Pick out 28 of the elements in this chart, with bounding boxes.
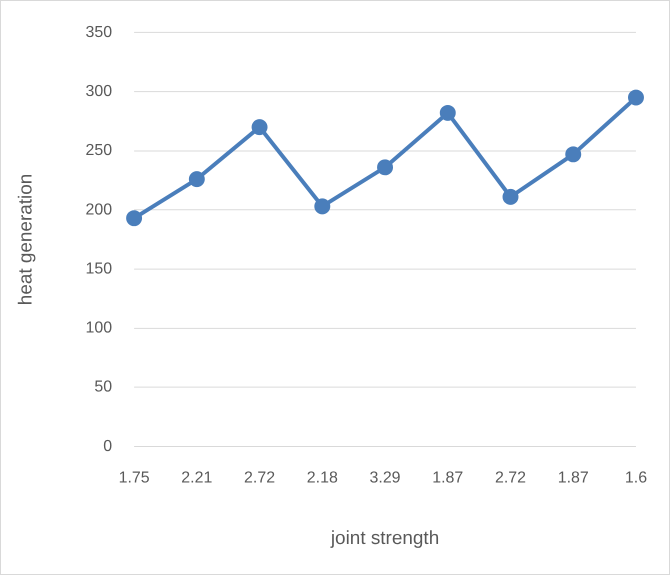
y-tick-label: 350 bbox=[86, 24, 112, 41]
x-tick-label: 2.72 bbox=[244, 469, 276, 486]
point bbox=[440, 104, 456, 121]
x-tick-label: 1.75 bbox=[118, 469, 150, 486]
x-tick-label: 1.6 bbox=[624, 469, 648, 486]
point bbox=[628, 90, 644, 106]
point bbox=[314, 198, 330, 214]
point bbox=[377, 159, 394, 176]
x-tick-label: 1.87 bbox=[432, 469, 464, 486]
point bbox=[126, 210, 142, 226]
x-tick-label: 2.18 bbox=[306, 469, 338, 486]
x-tick-label: 3.29 bbox=[370, 469, 401, 486]
y-tick-label: 300 bbox=[86, 83, 112, 100]
x-tick-label: 2.21 bbox=[181, 469, 212, 486]
point bbox=[502, 188, 518, 205]
y-tick-label: 150 bbox=[86, 260, 112, 278]
y-tick-label: 200 bbox=[86, 201, 112, 218]
y-tick-label: 100 bbox=[86, 320, 112, 337]
y-axis-title: heat generation bbox=[16, 174, 37, 306]
x-tick-label: 2.72 bbox=[494, 469, 526, 486]
point bbox=[565, 146, 582, 162]
point bbox=[252, 119, 268, 136]
x-axis-title: joint strength bbox=[330, 528, 440, 549]
y-tick-label: 250 bbox=[86, 142, 112, 160]
point bbox=[188, 171, 205, 188]
y-tick-label: 0 bbox=[103, 438, 112, 455]
x-tick-label: 1.87 bbox=[558, 469, 589, 486]
y-tick-label: 50 bbox=[94, 378, 112, 396]
